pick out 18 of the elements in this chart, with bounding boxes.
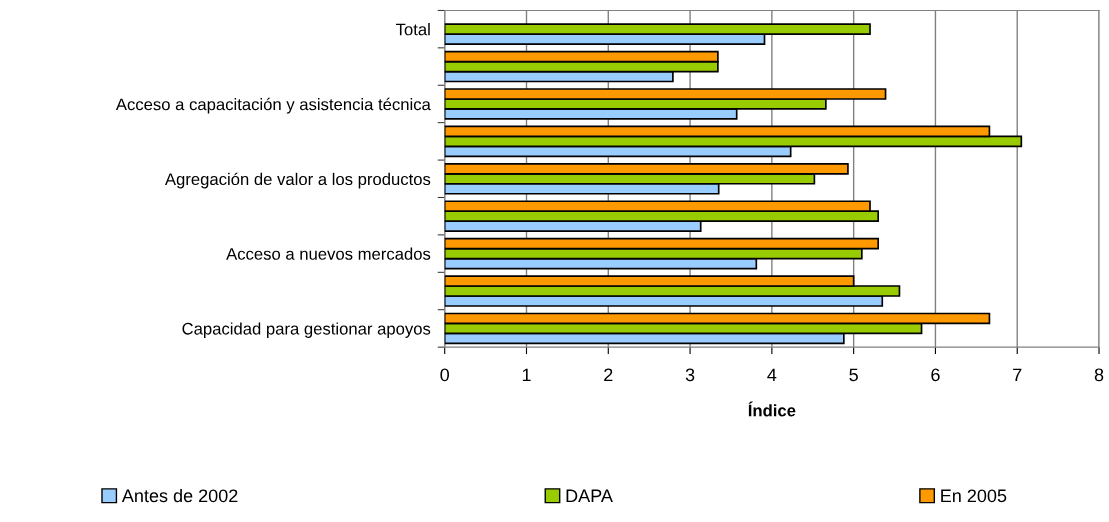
x-tick-label: 5 — [849, 368, 858, 382]
x-tick-label: 0 — [440, 368, 450, 382]
legend-label: En 2005 — [941, 489, 1007, 503]
x-tick-label: 7 — [1013, 368, 1022, 382]
legend-label: DAPA — [566, 489, 613, 502]
y-tick-label: Total — [396, 23, 430, 36]
y-tick-label: Capacidad para gestionar apoyos — [182, 322, 431, 338]
x-axis-title: Índice — [748, 401, 796, 417]
y-tick-label: Agregación de valor a los productos — [164, 172, 431, 189]
legend-label: Antes de 2002 — [121, 488, 238, 503]
x-tick-label: 3 — [685, 368, 695, 382]
y-tick-label: Acceso a nuevos mercados — [226, 247, 431, 260]
y-tick-label: Acceso a capacitación y asistencia técnica — [115, 97, 431, 114]
x-tick-label: 4 — [767, 368, 777, 382]
x-tick-label: 2 — [604, 368, 613, 382]
x-tick-label: 6 — [931, 368, 940, 382]
x-tick-label: 1 — [522, 368, 531, 382]
x-tick-label: 8 — [1094, 368, 1104, 382]
